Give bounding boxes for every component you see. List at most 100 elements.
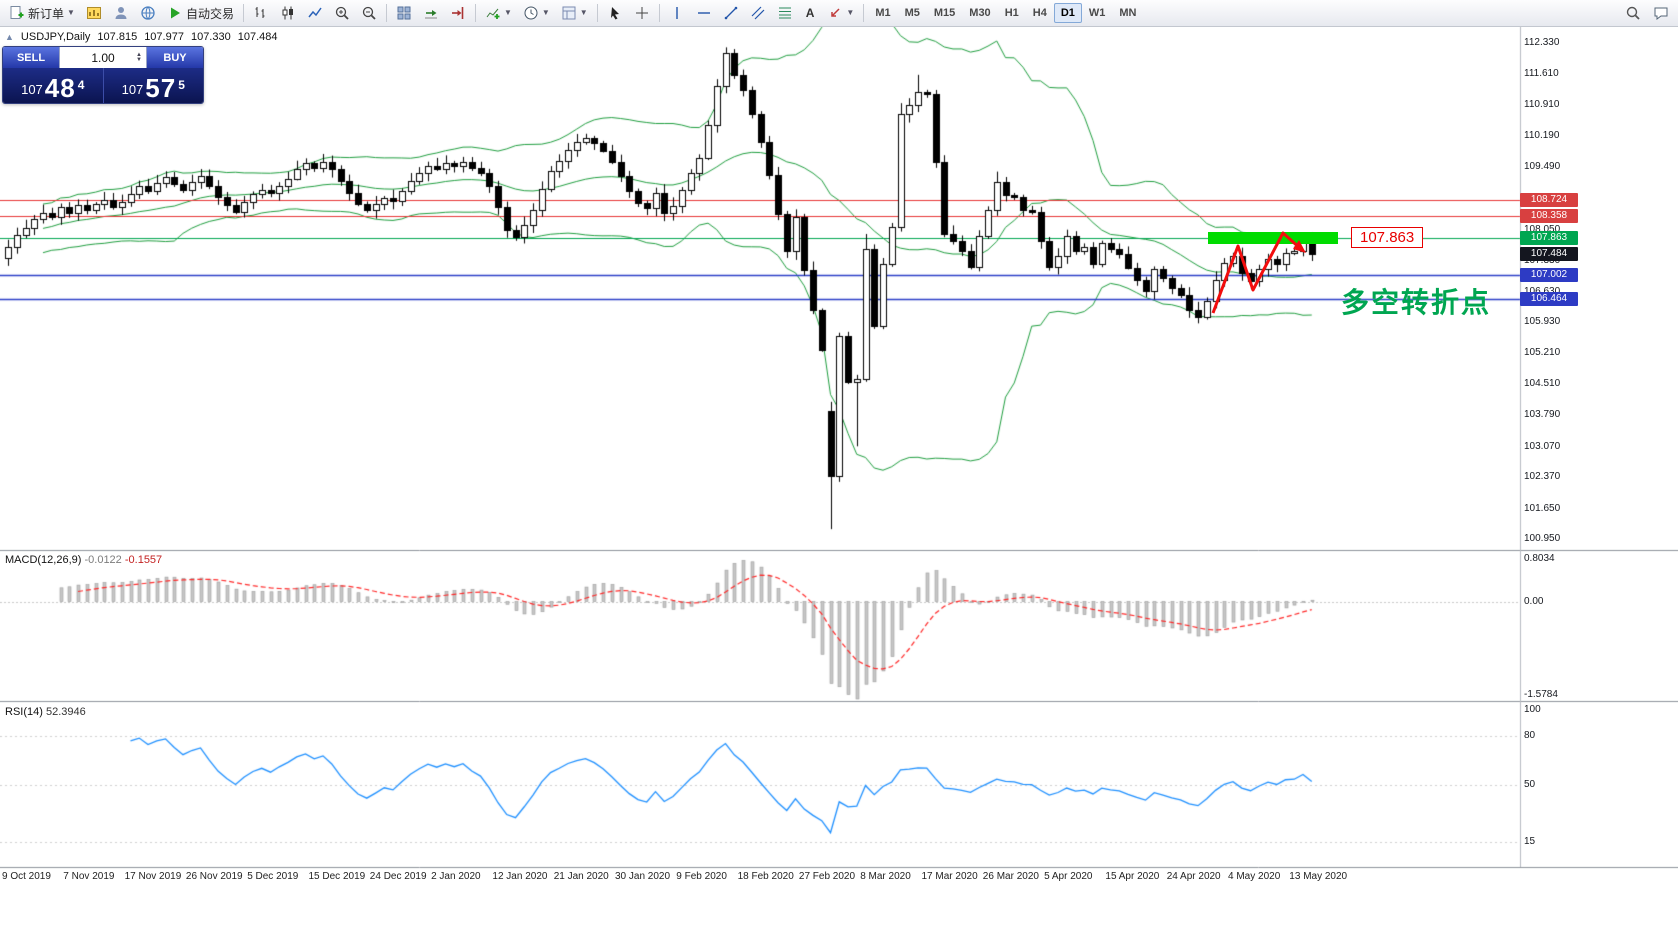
price-axis-label: 111.610 [1524,68,1559,80]
horizontal-line-tool-button[interactable] [691,2,717,25]
rsi-axis-label: 15 [1524,835,1536,847]
arrows-tool-button[interactable]: ▼ [822,2,859,25]
indicators-button[interactable]: ▼ [480,2,517,25]
channel-icon [750,5,766,21]
macd-title: MACD(12,26,9) [5,554,82,566]
date-axis-label: 17 Nov 2019 [124,871,182,882]
macd-axis-label: 0.8034 [1524,553,1555,564]
vertical-line-tool-button[interactable] [664,2,690,25]
bars-icon [253,5,269,21]
chart-shift-icon [450,5,466,21]
zoom-in-button[interactable] [329,2,355,25]
zoom-out-button[interactable] [356,2,382,25]
tile-windows-button[interactable] [391,2,417,25]
line-chart-mode-button[interactable] [302,2,328,25]
date-axis-label: 24 Apr 2020 [1166,871,1221,882]
timeframe-button-m5[interactable]: M5 [904,7,920,19]
clock-icon [523,5,539,21]
trendline-tool-button[interactable] [718,2,744,25]
community-button[interactable] [135,2,161,25]
spinner-up-icon[interactable]: ▲ [136,51,142,58]
profile-icon [113,5,129,21]
periods-button[interactable]: ▼ [518,2,555,25]
symbol-info-line: ▲ USDJPY,Daily 107.815 107.977 107.330 1… [5,31,277,43]
timeframe-group: M1 M5 M15 M30 H1 H4 D1 W1 MN [868,3,1143,23]
fibonacci-tool-button[interactable] [772,2,798,25]
timeframe-button-mn[interactable]: MN [1119,7,1137,19]
timeframe-button-m15[interactable]: M15 [933,7,956,19]
toolbar-right-group [1620,2,1674,25]
channel-tool-button[interactable] [745,2,771,25]
one-click-trading-panel: SELL 1.00 ▲ ▼ BUY 107 48 4 107 57 5 [2,46,204,104]
price-axis-label: 110.190 [1524,130,1560,142]
templates-icon [561,5,577,21]
date-axis-label: 18 Feb 2020 [737,871,794,882]
sell-price[interactable]: 107 48 4 [3,68,103,103]
date-axis-label: 21 Jan 2020 [553,871,609,882]
collapse-arrow-icon[interactable]: ▲ [5,32,14,42]
crosshair-tool-button[interactable] [629,2,655,25]
buy-price-point: 5 [178,78,185,92]
buy-button[interactable]: BUY [147,47,203,68]
rsi-axis-label: 100 [1524,704,1541,715]
sell-price-pips: 48 [44,73,76,103]
zoom-in-icon [334,5,350,21]
symbol-period-label: USDJPY,Daily [20,31,91,43]
sell-button[interactable]: SELL [3,47,59,68]
date-axis-label: 15 Dec 2019 [308,871,366,882]
text-tool-button[interactable]: A [799,2,822,25]
bar-chart-mode-button[interactable] [248,2,274,25]
price-level-badge: 107.863 [1520,230,1578,245]
auto-scroll-button[interactable] [418,2,444,25]
chinese-annotation-text[interactable]: 多空转折点 [1341,287,1492,318]
date-axis-label: 26 Nov 2019 [185,871,243,882]
ohlc-high: 107.977 [144,31,184,43]
buy-price[interactable]: 107 57 5 [104,68,204,103]
price-axis-label: 106.630 [1524,286,1560,297]
date-axis-label: 4 May 2020 [1228,871,1281,882]
date-axis-label: 12 Jan 2020 [492,871,548,882]
rsi-title: RSI(14) [5,706,43,718]
new-order-button[interactable]: 新订单 ▼ [4,2,80,25]
chevron-down-icon: ▼ [579,8,588,17]
main-toolbar: 新订单 ▼ 自动交易 ▼ ▼ [0,0,1678,27]
timeframe-button-h4[interactable]: H4 [1032,7,1047,19]
new-order-label: 新订单 [28,6,65,21]
macd-main-value: -0.0122 [84,554,122,566]
timeframe-button-d1[interactable]: D1 [1053,3,1082,23]
horizontal-line-icon [696,5,712,21]
chat-button[interactable] [1648,2,1674,25]
date-axis-label: 5 Apr 2020 [1044,871,1093,882]
autotrading-button[interactable]: 自动交易 [162,2,239,25]
volume-spinner[interactable]: ▲ ▼ [136,51,142,63]
date-axis-label: 27 Feb 2020 [798,871,856,882]
date-axis-label: 15 Apr 2020 [1105,871,1160,882]
templates-button[interactable]: ▼ [556,2,593,25]
buy-price-pips: 57 [145,73,177,103]
timeframe-button-m1[interactable]: M1 [875,7,891,19]
spinner-down-icon[interactable]: ▼ [136,56,142,63]
volume-input[interactable]: 1.00 ▲ ▼ [59,47,147,68]
price-level-badge: 107.002 [1520,268,1578,283]
charts-button[interactable] [81,2,107,25]
candle-chart-mode-button[interactable] [275,2,301,25]
price-level-callout[interactable]: 107.863 [1351,226,1424,248]
macd-signal-value: -0.1557 [124,554,163,566]
line-chart-icon [307,5,323,21]
chevron-down-icon: ▼ [503,8,512,17]
search-button[interactable] [1620,2,1646,25]
timeframe-button-w1[interactable]: W1 [1088,7,1106,19]
timeframe-button-m30[interactable]: M30 [969,7,991,19]
chat-icon [1653,5,1669,21]
cursor-tool-button[interactable] [602,2,628,25]
timeframe-button-h1[interactable]: H1 [1004,7,1019,19]
price-axis-label: 100.950 [1524,533,1561,545]
trade-panel-price-row: 107 48 4 107 57 5 [3,68,203,103]
chart-shift-button[interactable] [445,2,471,25]
price-axis-label: 105.930 [1524,316,1561,328]
profile-button[interactable] [108,2,134,25]
date-axis-label: 5 Dec 2019 [247,871,299,882]
resistance-zone-rectangle[interactable] [1208,231,1338,244]
